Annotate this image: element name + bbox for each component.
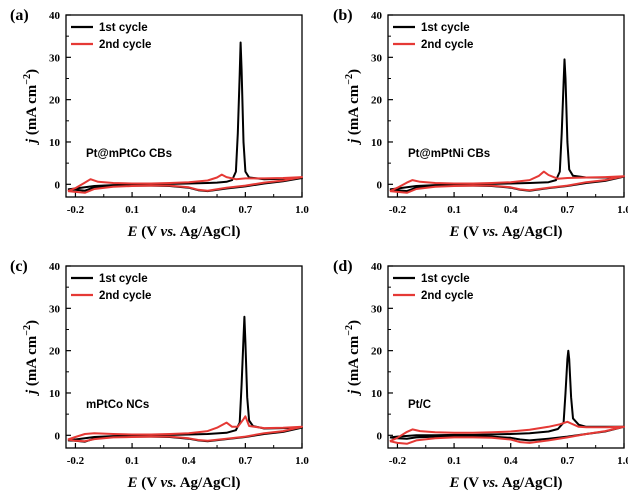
legend-label: 1st cycle — [421, 22, 470, 34]
y-axis-label: j (mA cm−2) — [22, 69, 40, 145]
x-tick-label: 0.7 — [238, 455, 252, 467]
series-line-1 — [67, 315, 303, 443]
chart-panel-1: 0 10 20 30 40 -0.2 0.1 0.4 0.7 1.0 E (V vs. Ag/AgC… — [10, 7, 309, 240]
y-tick-label: 20 — [371, 95, 383, 107]
x-tick-label: -0.2 — [389, 204, 407, 216]
x-tick-label: 0.1 — [125, 455, 139, 467]
y-tick-label: 30 — [371, 303, 383, 315]
series-line-1 — [67, 41, 303, 193]
x-tick-label: -0.2 — [67, 204, 85, 216]
y-tick-label: 40 — [371, 10, 383, 22]
y-tick-label: 10 — [49, 137, 61, 149]
sample-label: Pt@mPtNi CBs — [408, 148, 490, 160]
x-tick-label: 0.4 — [182, 204, 196, 216]
y-tick-label: 20 — [49, 346, 61, 358]
y-tick-label: 40 — [49, 261, 61, 273]
legend-label: 2nd cycle — [421, 39, 473, 51]
legend-label: 2nd cycle — [99, 290, 151, 302]
x-tick-label: 1.0 — [617, 455, 628, 467]
series-line-1 — [389, 349, 625, 442]
x-tick-label: 0.4 — [504, 204, 518, 216]
y-tick-label: 20 — [371, 346, 383, 358]
x-tick-label: 0.7 — [560, 455, 574, 467]
chart-panel-3: 0 10 20 30 40 -0.2 0.1 0.4 0.7 1.0 E (V vs. Ag/AgC… — [10, 258, 309, 491]
panel-label: (c) — [10, 258, 28, 275]
series-line-2 — [389, 170, 625, 194]
panel-label: (d) — [333, 258, 353, 275]
series-line-2 — [67, 173, 303, 194]
series-line-2 — [67, 415, 303, 443]
plot-frame — [387, 265, 625, 449]
x-tick-label: 0.4 — [504, 455, 518, 467]
y-tick-label: 20 — [49, 95, 61, 107]
y-tick-label: 30 — [49, 303, 61, 315]
x-tick-label: 0.7 — [560, 204, 574, 216]
x-tick-label: 0.1 — [447, 455, 461, 467]
y-tick-label: 30 — [371, 52, 383, 64]
y-axis-label: j (mA cm−2) — [344, 69, 362, 145]
y-tick-label: 0 — [377, 179, 383, 191]
plot-frame — [65, 14, 303, 198]
y-tick-label: 30 — [49, 52, 61, 64]
chart-panel-2: 0 10 20 30 40 -0.2 0.1 0.4 0.7 1.0 E (V vs. Ag/AgC… — [333, 7, 628, 240]
x-tick-label: 1.0 — [295, 455, 309, 467]
x-tick-label: 0.1 — [447, 204, 461, 216]
legend-label: 1st cycle — [99, 22, 148, 34]
y-axis-label: j (mA cm−2) — [22, 320, 40, 396]
panel-label: (a) — [10, 7, 29, 24]
y-tick-label: 10 — [49, 388, 61, 400]
x-tick-label: -0.2 — [67, 455, 85, 467]
legend-label: 1st cycle — [421, 273, 470, 285]
legend-label: 2nd cycle — [421, 290, 473, 302]
x-axis-label: E (V vs. Ag/AgCl) — [126, 475, 240, 491]
x-tick-label: -0.2 — [389, 455, 407, 467]
y-tick-label: 40 — [49, 10, 61, 22]
x-tick-label: 1.0 — [295, 204, 309, 216]
series-line-1 — [389, 58, 625, 193]
x-tick-label: 0.4 — [182, 455, 196, 467]
x-axis-label: E (V vs. Ag/AgCl) — [448, 224, 562, 240]
y-tick-label: 40 — [371, 261, 383, 273]
x-tick-label: 0.1 — [125, 204, 139, 216]
y-tick-label: 10 — [371, 388, 383, 400]
y-tick-label: 0 — [55, 430, 61, 442]
x-tick-label: 0.7 — [238, 204, 252, 216]
plot-frame — [65, 265, 303, 449]
y-axis-label: j (mA cm−2) — [344, 320, 362, 396]
chart-panel-4: 0 10 20 30 40 -0.2 0.1 0.4 0.7 1.0 E (V vs. Ag/AgC… — [333, 258, 628, 491]
x-tick-label: 1.0 — [617, 204, 628, 216]
y-tick-label: 10 — [371, 137, 383, 149]
y-tick-label: 0 — [377, 430, 383, 442]
panel-label: (b) — [333, 7, 353, 24]
y-tick-label: 0 — [55, 179, 61, 191]
x-axis-label: E (V vs. Ag/AgCl) — [126, 224, 240, 240]
plot-frame — [387, 14, 625, 198]
sample-label: Pt/C — [408, 399, 431, 411]
series-line-2 — [389, 420, 625, 445]
sample-label: Pt@mPtCo CBs — [86, 148, 172, 160]
legend-label: 2nd cycle — [99, 39, 151, 51]
legend-label: 1st cycle — [99, 273, 148, 285]
x-axis-label: E (V vs. Ag/AgCl) — [448, 475, 562, 491]
sample-label: mPtCo NCs — [86, 399, 149, 411]
